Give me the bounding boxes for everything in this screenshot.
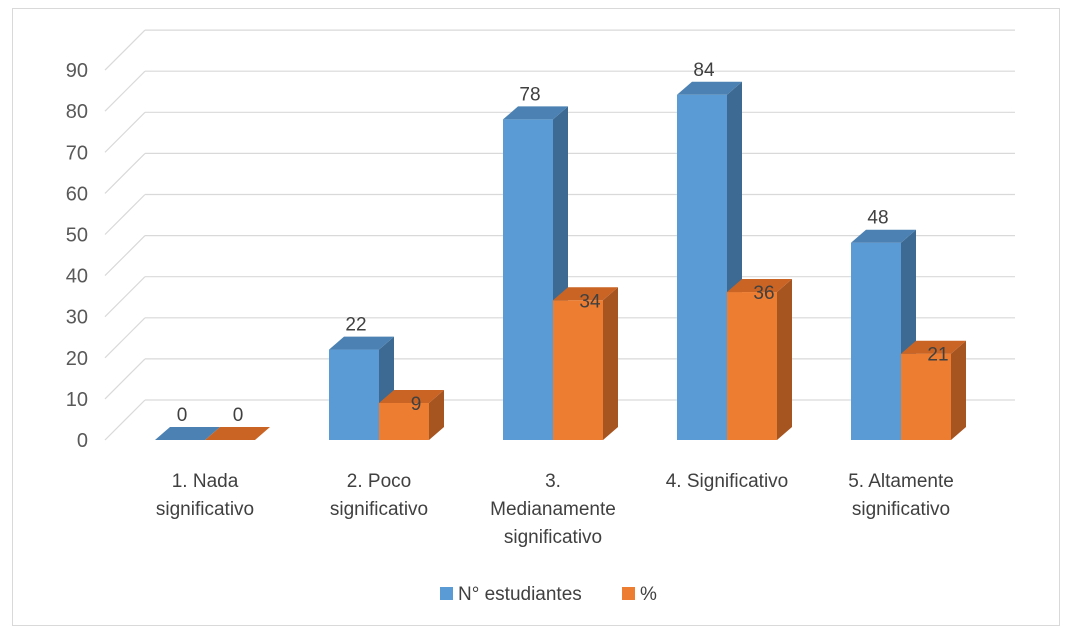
gridline-depth (104, 111, 146, 153)
data-label: 84 (693, 60, 715, 81)
bar-estudiantes-top (677, 81, 742, 95)
bar-porcentaje-side (951, 340, 966, 440)
bar-porcentaje (901, 353, 951, 440)
chart-border (12, 8, 1060, 626)
y-tick-label: 30 (66, 307, 88, 329)
data-label: 0 (177, 405, 188, 426)
legend-swatch (440, 587, 453, 600)
gridline-depth (104, 399, 146, 441)
category-label: significativo (330, 499, 428, 520)
bar-porcentaje-top (901, 340, 966, 354)
gridline-depth (104, 152, 146, 194)
bar-estudiantes (329, 349, 379, 440)
bar-porcentaje-top (379, 390, 444, 404)
bar-porcentaje (379, 403, 429, 440)
data-label: 48 (867, 208, 888, 229)
category-label: significativo (852, 499, 950, 520)
y-tick-label: 60 (66, 183, 88, 205)
y-tick-label: 70 (66, 142, 88, 164)
gridline-depth (104, 317, 146, 359)
legend: N° estudiantes% (440, 584, 657, 605)
bar-porcentaje (553, 300, 603, 440)
category-label: 1. Nada (172, 471, 239, 492)
bar-porcentaje (727, 292, 777, 440)
category-label: 2. Poco (347, 471, 411, 492)
gridline-depth (104, 235, 146, 277)
gridline-depth (104, 29, 146, 71)
category-label: significativo (156, 499, 254, 520)
bar-estudiantes (503, 119, 553, 441)
bar-estudiantes-top (329, 336, 394, 350)
bar-porcentaje-top (727, 279, 792, 293)
y-tick-label: 40 (66, 266, 88, 288)
category-label: significativo (504, 527, 602, 548)
y-tick-label: 10 (66, 389, 88, 411)
gridline-depth (104, 276, 146, 318)
data-label: 9 (411, 394, 422, 415)
gridline-depth (104, 70, 146, 112)
y-tick-label: 90 (66, 60, 88, 82)
y-tick-label: 80 (66, 101, 88, 123)
gridline-depth (104, 358, 146, 400)
x-axis-categories: 1. Nada significativo 2. Poco significativo… (156, 471, 954, 548)
category-label: 3. (545, 471, 561, 492)
bar-porcentaje-side (603, 287, 618, 440)
bar-porcentaje-top (205, 427, 270, 440)
bar-estudiantes (851, 242, 901, 440)
legend-label: N° estudiantes (458, 584, 582, 605)
legend-label: % (640, 584, 657, 605)
data-label: 36 (753, 283, 774, 304)
bars (155, 81, 966, 441)
legend-swatch (622, 587, 635, 600)
category-label: Medianamente (490, 499, 616, 520)
bar-porcentaje-top (553, 287, 618, 301)
data-labels: 0 0 22 9 78 34 84 36 48 21 (177, 60, 949, 426)
data-label: 21 (927, 345, 948, 366)
data-label: 78 (519, 84, 540, 105)
category-label: 5. Altamente (848, 471, 954, 492)
bar-porcentaje-side (777, 279, 792, 440)
gridline-depth (104, 194, 146, 235)
y-axis-ticks: 0 10 20 30 40 50 60 70 80 90 (66, 60, 88, 452)
y-tick-label: 0 (77, 430, 88, 452)
category-label: 4. Significativo (666, 471, 789, 492)
bar-porcentaje-side (429, 390, 444, 440)
bar-estudiantes-top (155, 427, 220, 440)
bar-estudiantes-top (503, 106, 568, 120)
bar-estudiantes (677, 94, 727, 440)
data-label: 34 (579, 291, 601, 312)
data-label: 0 (233, 405, 244, 426)
y-tick-label: 20 (66, 348, 88, 370)
y-tick-label: 50 (66, 225, 88, 247)
bar-estudiantes-top (851, 229, 916, 243)
data-label: 22 (345, 315, 366, 336)
